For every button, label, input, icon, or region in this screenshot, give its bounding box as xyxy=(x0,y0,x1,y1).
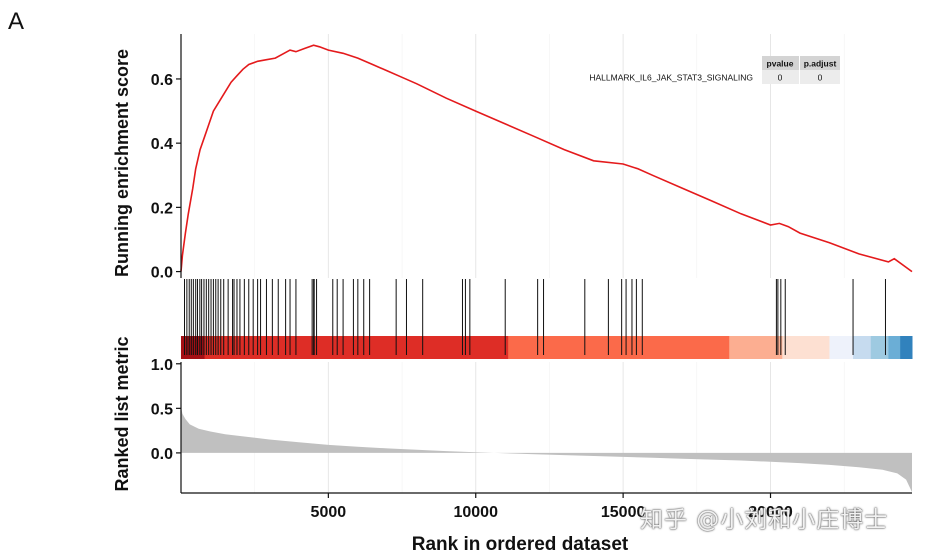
heatmap-segment xyxy=(729,336,783,359)
es-y-tick-label: 0.4 xyxy=(151,136,173,153)
panel-letter: A xyxy=(8,8,25,35)
es-panel-grid xyxy=(254,34,845,278)
axes xyxy=(176,34,912,498)
heatmap-segment xyxy=(829,336,854,359)
stats-table: pvalue p.adjust HALLMARK_IL6_JAK_STAT3_S… xyxy=(589,56,840,84)
x-tick-label: 5000 xyxy=(311,504,347,521)
heatmap-segment xyxy=(900,336,913,359)
ranked-metric-area xyxy=(181,406,912,493)
table-value-padjust: 0 xyxy=(818,73,823,83)
running-es-curve xyxy=(180,44,913,273)
x-tick-label: 20000 xyxy=(748,504,793,521)
heatmap-segment xyxy=(782,336,830,359)
metric-y-tick-label: 0.0 xyxy=(151,446,173,463)
tick-labels: 0.0 0.2 0.4 0.6 0.0 0.5 1.0 5000 10000 15000 20000 xyxy=(151,72,793,521)
heatmap-segment xyxy=(508,336,730,359)
es-y-tick-label: 0.0 xyxy=(151,265,173,282)
table-value-cell xyxy=(800,70,840,84)
rank-heatmap xyxy=(180,336,913,359)
heatmap-segment xyxy=(204,336,509,359)
metric-y-tick-label: 1.0 xyxy=(151,357,173,374)
metric-panel-grid xyxy=(254,362,845,493)
x-axis-label: Rank in ordered dataset xyxy=(412,534,629,555)
es-y-axis-label: Running enrichment score xyxy=(112,49,132,277)
heatmap-segment xyxy=(853,336,872,359)
metric-y-axis-label: Ranked list metric xyxy=(112,336,132,491)
watermark: 知乎 @小刘和小庄博士 xyxy=(640,507,889,533)
table-header-pvalue: pvalue xyxy=(767,59,794,69)
heatmap-segment xyxy=(888,336,901,359)
gene-hit-marks xyxy=(184,279,886,355)
es-y-tick-label: 0.6 xyxy=(151,72,173,89)
x-tick-label: 15000 xyxy=(601,504,646,521)
table-header-cell xyxy=(762,56,799,70)
x-tick-label: 10000 xyxy=(453,504,498,521)
table-header-cell xyxy=(800,56,840,70)
es-y-tick-label: 0.2 xyxy=(151,200,173,217)
table-value-pvalue: 0 xyxy=(778,73,783,83)
heatmap-segment xyxy=(870,336,889,359)
table-header-padjust: p.adjust xyxy=(804,59,837,69)
table-row-gene-set: HALLMARK_IL6_JAK_STAT3_SIGNALING xyxy=(589,73,753,83)
metric-y-tick-label: 0.5 xyxy=(151,401,173,418)
table-value-cell xyxy=(762,70,799,84)
